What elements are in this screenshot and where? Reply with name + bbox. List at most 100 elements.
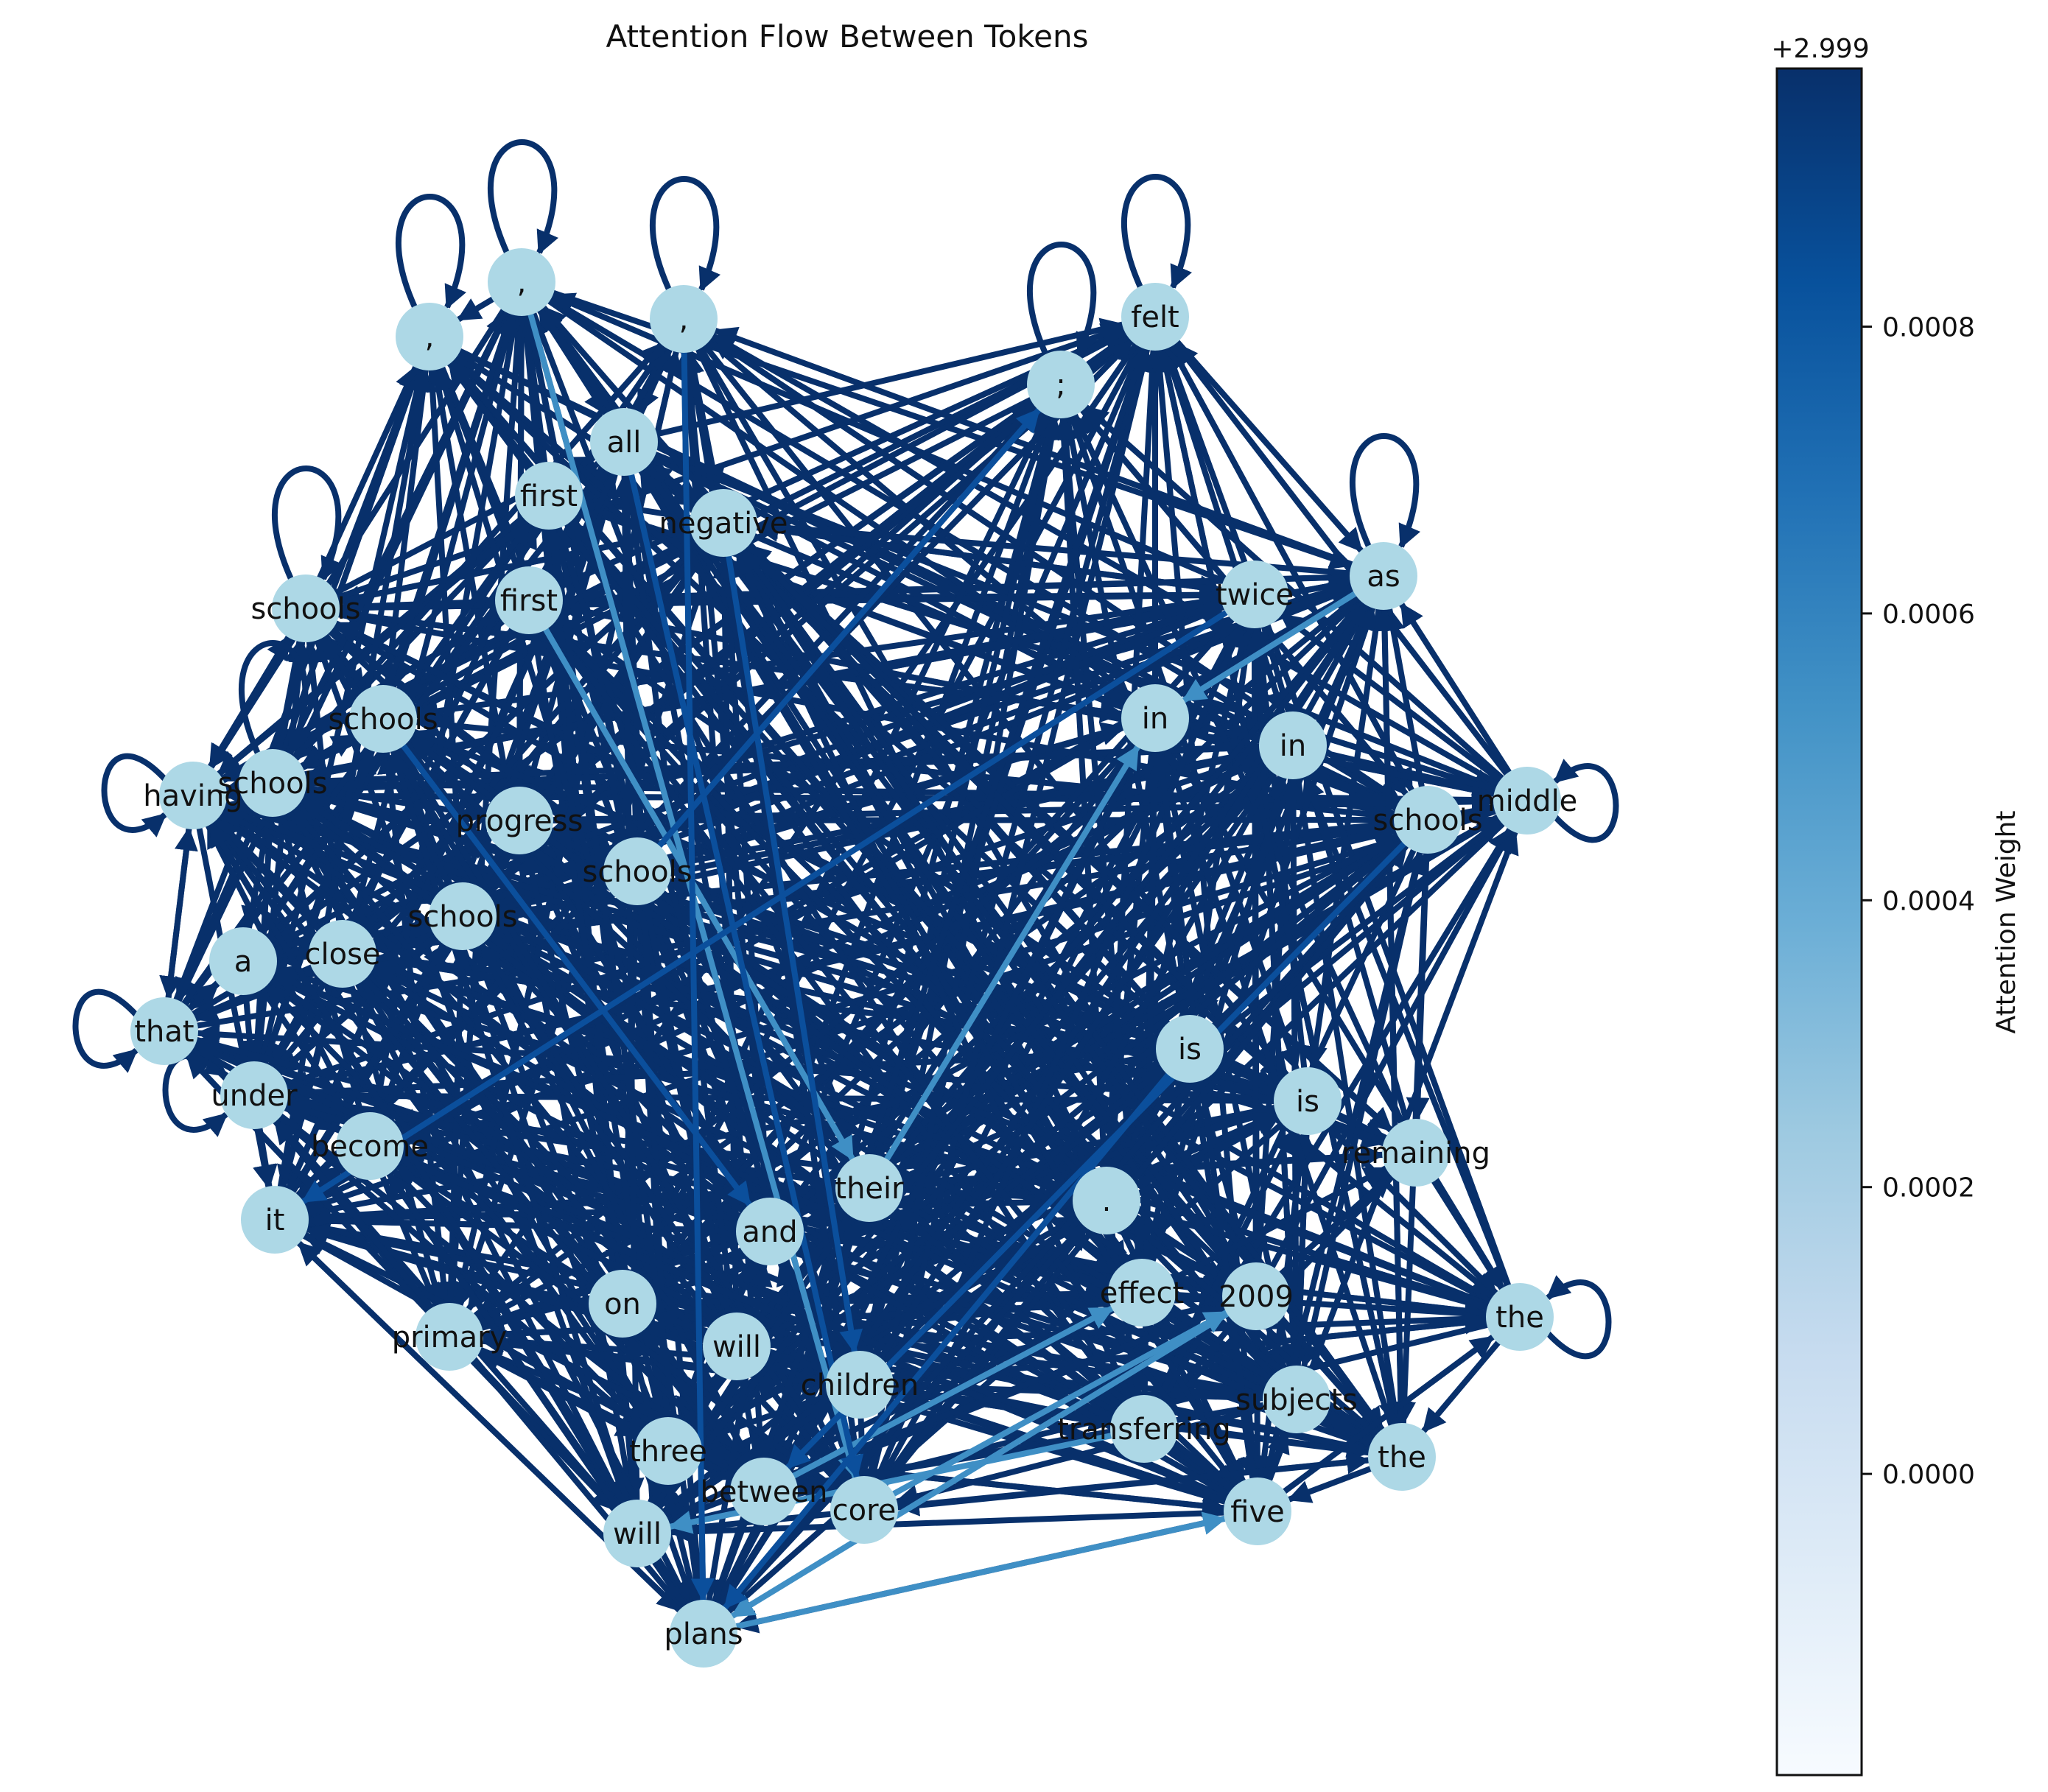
token-node: schools <box>582 837 692 905</box>
edges-layer <box>159 289 1519 1634</box>
attention-edge <box>262 748 376 1067</box>
token-node-circle <box>429 882 497 950</box>
token-node-circle <box>1027 351 1095 418</box>
attention-edge <box>165 826 198 1001</box>
token-node: , <box>650 285 718 353</box>
attention-edge <box>334 323 1126 601</box>
attention-edge <box>640 466 1280 1375</box>
token-node: remaining <box>1342 1119 1490 1187</box>
chart-title: Attention Flow Between Tokens <box>606 18 1089 55</box>
token-node-circle <box>485 787 553 854</box>
nodes-layer: ,,, felt; all first negative first schools twic… <box>130 248 1577 1668</box>
token-label: schools <box>250 592 360 626</box>
token-label: as <box>1367 560 1400 594</box>
self-loops-layer <box>72 139 1619 1360</box>
attention-edge <box>472 594 1361 1318</box>
token-node: first <box>515 462 583 530</box>
attention-edge <box>1431 1178 1505 1292</box>
token-label: their <box>835 1172 904 1206</box>
token-node-circle <box>1221 561 1288 628</box>
attention-edge <box>400 742 753 1208</box>
token-label: is <box>1178 1033 1202 1067</box>
token-node-circle <box>209 927 277 995</box>
attention-edge <box>726 553 863 1354</box>
self-loop-edge <box>1553 759 1619 843</box>
attention-edge <box>1243 625 1267 1265</box>
token-node-circle <box>159 762 227 829</box>
token-node: as <box>1350 542 1417 610</box>
self-loop-edge <box>1546 1275 1612 1360</box>
token-node-circle <box>1486 1283 1554 1351</box>
token-node-circle <box>650 285 718 353</box>
attention-edge <box>186 980 221 1012</box>
token-node: primary <box>392 1303 507 1371</box>
attention-edge <box>790 1305 1115 1479</box>
token-node-circle <box>1493 767 1561 834</box>
token-node: twice <box>1216 561 1294 628</box>
token-label: 2009 <box>1218 1280 1294 1314</box>
attention-edge <box>653 317 1126 438</box>
attention-edge <box>207 821 690 1608</box>
colorbar-offset-text: +2.999 <box>1771 34 1869 64</box>
token-node: plans <box>664 1600 743 1668</box>
token-label: twice <box>1216 578 1294 612</box>
attention-edge <box>509 313 533 790</box>
token-label: become <box>311 1130 429 1164</box>
token-node: is <box>1274 1067 1342 1135</box>
attention-edge <box>711 345 1149 1605</box>
token-label: schools <box>328 703 438 737</box>
token-node-circle <box>239 749 306 817</box>
attention-edge <box>785 840 1407 1471</box>
token-label: felt <box>1131 301 1179 334</box>
token-node-circle <box>241 1186 309 1254</box>
attention-edge <box>1168 343 1415 793</box>
token-node-circle <box>415 1303 483 1371</box>
attention-edge <box>1173 340 1509 777</box>
token-label: , <box>679 303 689 337</box>
token-node-circle <box>1121 684 1189 752</box>
self-loop-edge <box>101 753 167 837</box>
token-node-circle <box>1259 711 1327 779</box>
token-label: will <box>712 1330 761 1364</box>
attention-edge <box>1150 748 1257 1481</box>
attention-edge <box>1083 404 1505 781</box>
token-node: ; <box>1027 351 1095 418</box>
token-node-circle <box>1368 1423 1436 1491</box>
token-node-circle <box>830 1476 898 1544</box>
token-node: all <box>590 408 658 476</box>
token-node: the <box>1368 1423 1436 1491</box>
attention-edge <box>866 415 1063 1480</box>
token-node-circle <box>670 1600 737 1668</box>
token-node: is <box>1156 1015 1224 1083</box>
token-label: schools <box>1372 804 1482 837</box>
token-label: the <box>1378 1441 1426 1475</box>
token-node-circle <box>603 837 671 905</box>
attention-edge <box>455 296 496 323</box>
colorbar-label: Attention Weight <box>1991 810 2021 1033</box>
token-node: felt <box>1121 283 1189 351</box>
attention-edge <box>1372 607 1404 1426</box>
token-label: five <box>1230 1495 1284 1529</box>
attention-edge <box>866 346 1152 1355</box>
token-node: subjects <box>1235 1366 1358 1433</box>
attention-edge <box>254 639 312 1065</box>
attention-edge <box>869 346 1154 1480</box>
colorbar-gradient <box>1775 67 1863 1777</box>
token-node: in <box>1259 711 1327 779</box>
token-node: a <box>209 927 277 995</box>
attention-edge <box>1398 601 1512 776</box>
attention-edge <box>874 622 1244 1482</box>
attention-edge <box>891 1310 1230 1497</box>
token-node-circle <box>396 303 463 370</box>
token-node: will <box>703 1313 771 1380</box>
token-node-circle <box>1121 283 1189 351</box>
attention-edge <box>388 748 631 1505</box>
token-node: become <box>311 1112 429 1180</box>
attention-edge <box>746 543 1394 1133</box>
attention-edge <box>547 623 1240 1489</box>
token-node: schools <box>328 685 438 753</box>
token-node-circle <box>1108 1259 1176 1327</box>
token-node-circle <box>515 462 583 530</box>
token-label: effect <box>1100 1276 1184 1310</box>
token-node-circle <box>1222 1262 1290 1330</box>
